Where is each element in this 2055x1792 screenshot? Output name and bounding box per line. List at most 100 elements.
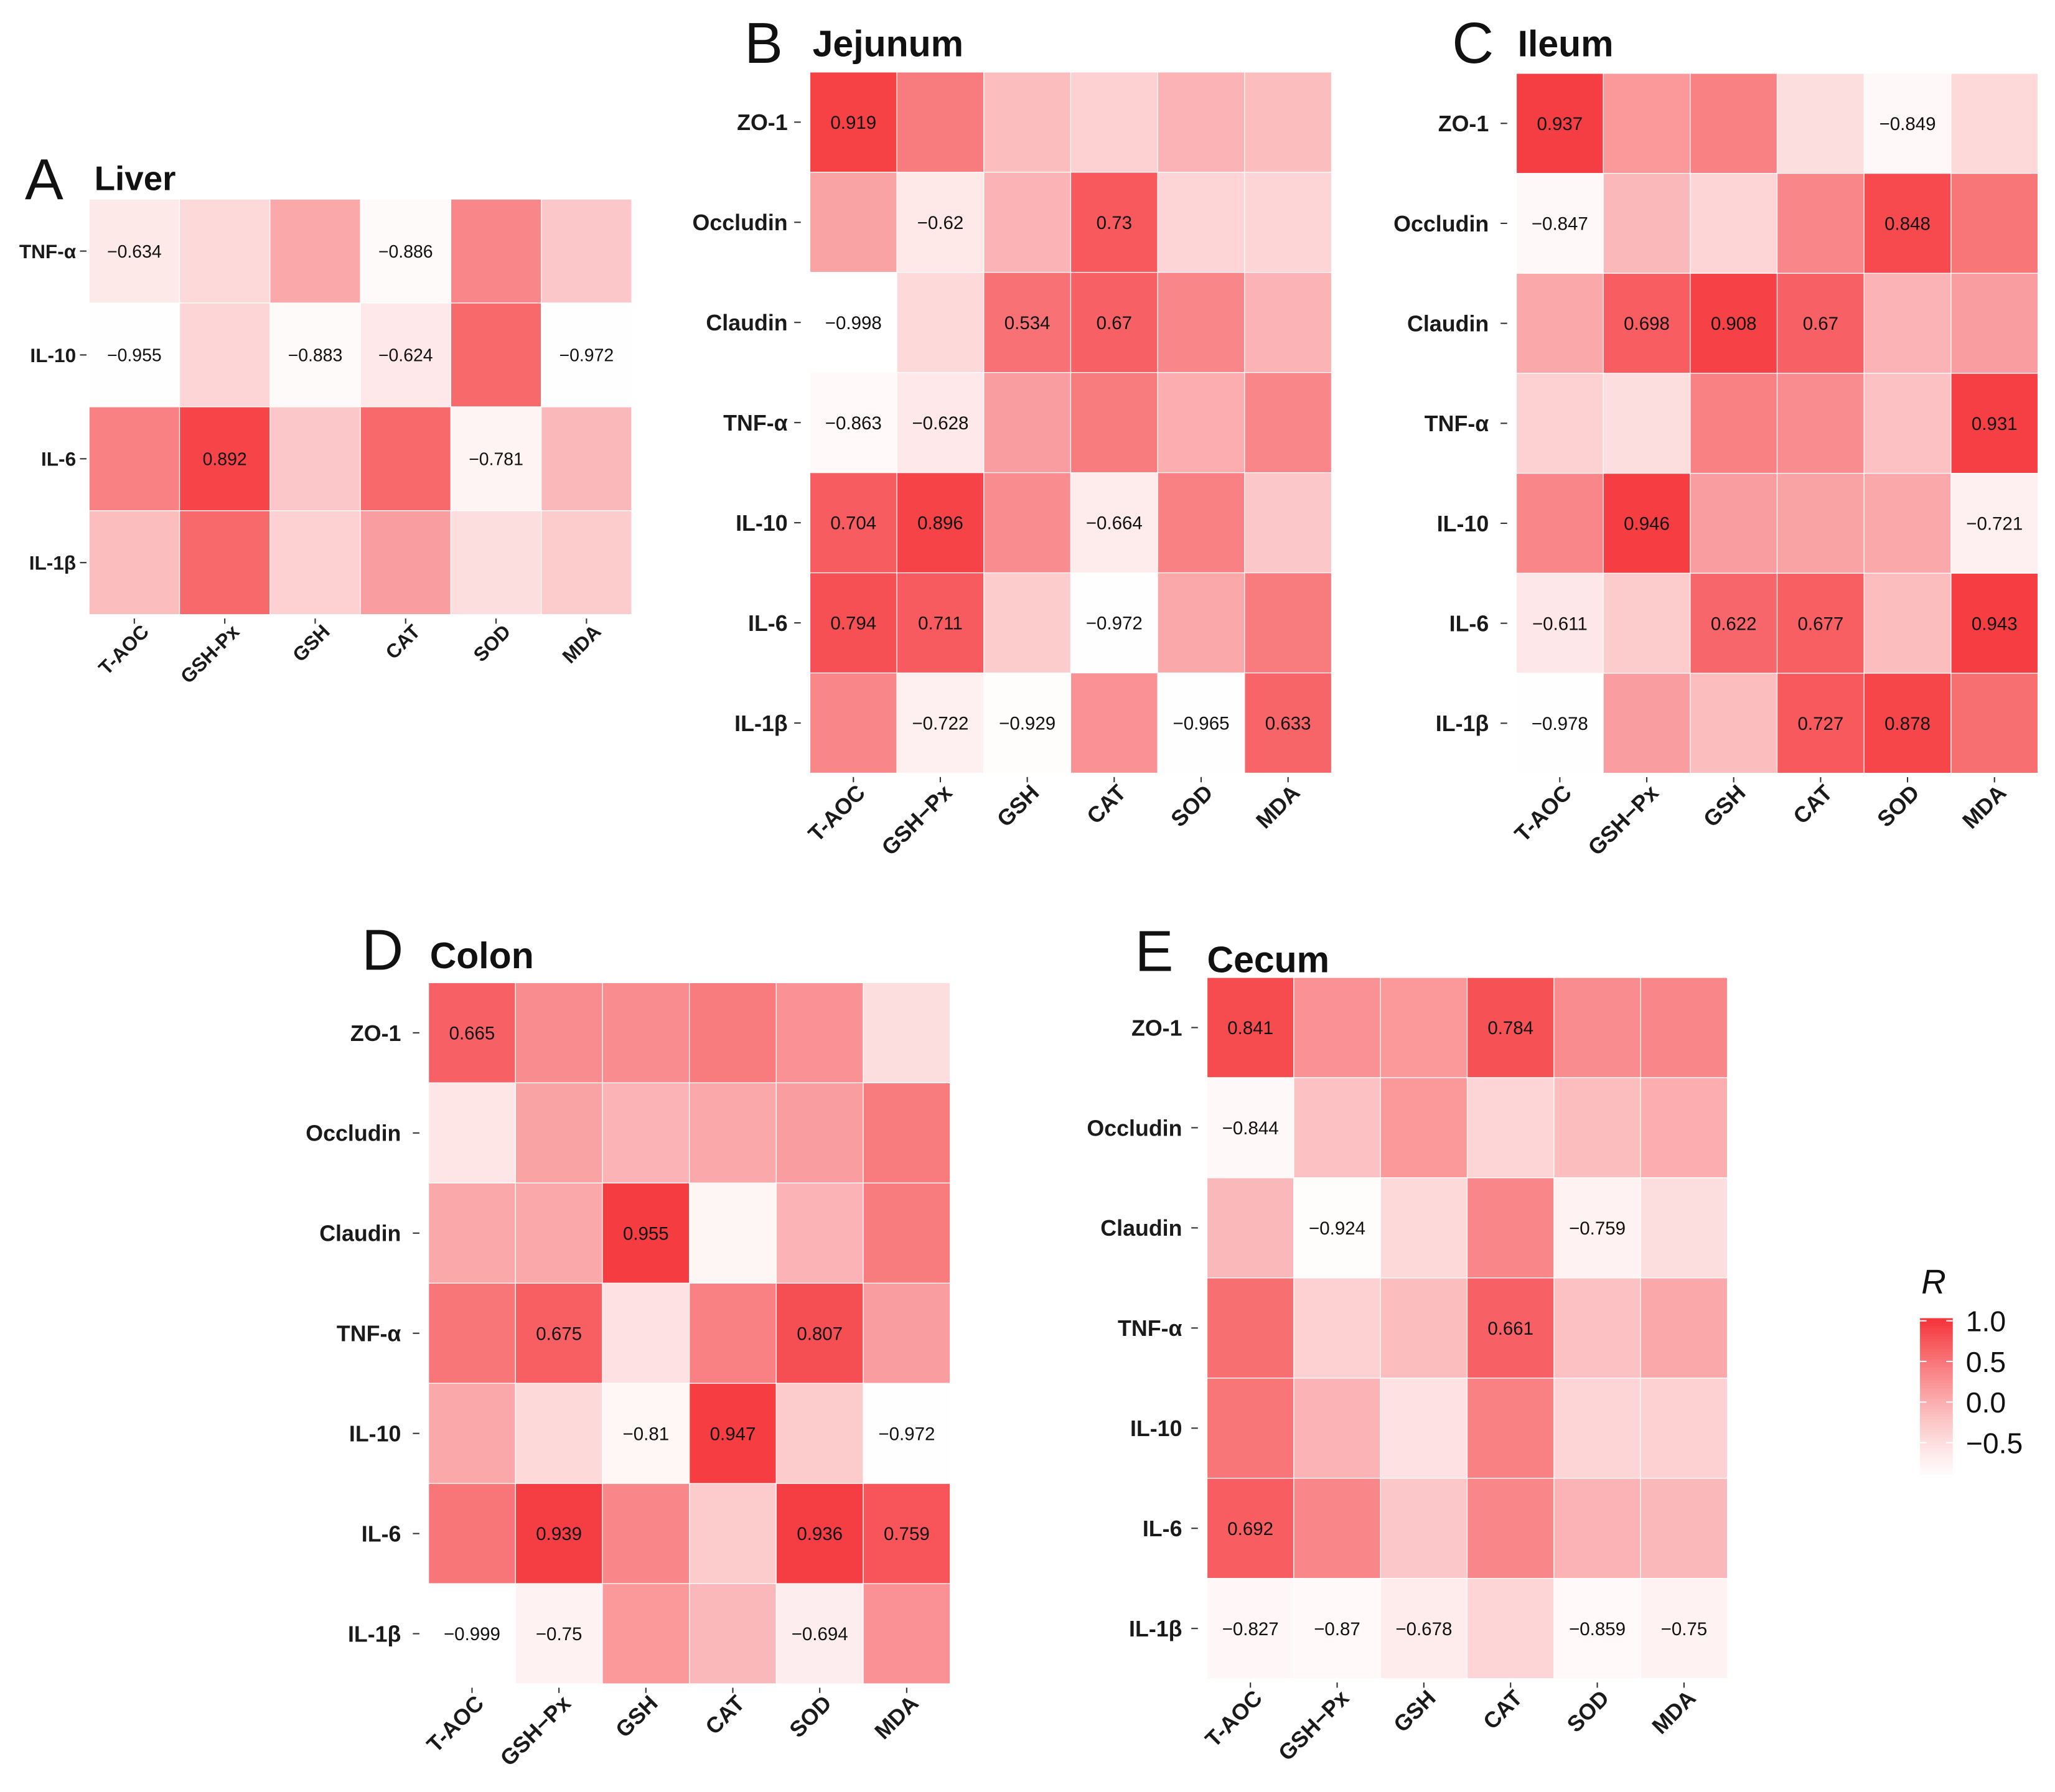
cell-value-label: 0.955 — [623, 1223, 669, 1244]
cell-value-label: −0.972 — [559, 346, 614, 366]
heatmap-cell — [515, 982, 603, 1083]
cell-value-label: −0.678 — [1395, 1619, 1452, 1640]
row-label: TNF-α — [337, 1322, 401, 1346]
legend-tick-label: 0.0 — [1966, 1386, 2006, 1419]
legend-tick-label: 1.0 — [1966, 1305, 2006, 1338]
panel-letter: E — [1135, 918, 1174, 983]
heatmap-cell — [1603, 572, 1691, 674]
heatmap-cell — [450, 198, 542, 304]
heatmap-cell — [983, 672, 1072, 774]
heatmap-cell — [1603, 673, 1691, 774]
cell-value-label: −0.999 — [444, 1624, 500, 1645]
legend-colorbar-strip — [1920, 1458, 1953, 1462]
row-label: IL-6 — [362, 1522, 401, 1547]
row-label: Occludin — [1393, 212, 1489, 236]
cell-value-label: 0.73 — [1097, 213, 1132, 233]
heatmap-cell — [269, 510, 361, 615]
column-label: MDA — [1958, 780, 2011, 834]
cell-value-label: 0.794 — [830, 614, 876, 634]
heatmap-cell — [450, 302, 542, 408]
legend-colorbar-strip — [1920, 1378, 1953, 1381]
panel-title: Colon — [430, 936, 534, 976]
legend-colorbar-strip — [1920, 1409, 1953, 1412]
row-label: IL-6 — [1449, 612, 1489, 637]
heatmap-cell — [428, 1383, 516, 1484]
legend-colorbar-strip — [1920, 1417, 1953, 1421]
heatmap-cell — [1515, 673, 1604, 774]
heatmap-cell — [602, 982, 690, 1083]
heatmap-cell — [1515, 273, 1604, 374]
heatmap-cell — [1466, 1378, 1555, 1479]
heatmap-cell — [983, 572, 1072, 674]
heatmap-cell — [1863, 673, 1952, 774]
heatmap-cell — [602, 1483, 690, 1584]
heatmap-cell — [1863, 273, 1952, 374]
column-label: GSH−Px — [1273, 1686, 1354, 1766]
heatmap-cell — [1466, 1177, 1555, 1279]
row-label: TNF-α — [19, 240, 77, 263]
cell-value-label: −0.965 — [1173, 714, 1230, 734]
cell-value-label: −0.844 — [1222, 1118, 1279, 1139]
heatmap-cell — [1070, 572, 1158, 674]
heatmap-cell — [602, 1583, 690, 1684]
heatmap-cell — [1776, 673, 1865, 774]
heatmap-cell — [1157, 372, 1245, 474]
heatmap-cell — [896, 672, 985, 774]
heatmap-cell — [88, 302, 180, 408]
heatmap-cell — [1690, 673, 1778, 774]
heatmap-cell — [1244, 272, 1332, 373]
heatmap-cell — [689, 1583, 777, 1684]
legend-colorbar-strip — [1920, 1466, 1953, 1470]
cell-value-label: −0.955 — [107, 346, 162, 366]
column-label: T-AOC — [803, 780, 870, 847]
cell-value-label: −0.624 — [378, 346, 433, 366]
heatmap-cell — [360, 510, 452, 615]
legend-colorbar-strip — [1920, 1414, 1953, 1418]
cell-value-label: −0.972 — [1086, 614, 1143, 634]
cell-value-label: −0.978 — [1532, 714, 1588, 734]
legend-colorbar-strip — [1920, 1471, 1953, 1475]
column-label: SOD — [1873, 780, 1924, 832]
row-label: IL-10 — [349, 1422, 401, 1447]
heatmap-cell — [1950, 473, 2039, 574]
heatmap-cell — [983, 72, 1072, 173]
row-label: ZO-1 — [1438, 111, 1489, 136]
heatmap-cell — [1690, 73, 1778, 174]
legend-colorbar-strip — [1920, 1430, 1953, 1434]
heatmap-cell — [775, 982, 864, 1083]
heatmap-cell — [1293, 1277, 1381, 1379]
row-label: IL-1β — [1436, 711, 1489, 736]
legend-colorbar-strip — [1920, 1383, 1953, 1386]
legend-title: R — [1921, 1262, 1946, 1300]
cell-value-label: 0.896 — [917, 513, 963, 534]
heatmap-cell — [1070, 372, 1158, 474]
cell-value-label: 0.848 — [1884, 214, 1931, 235]
heatmap-cell — [88, 406, 180, 511]
cell-value-label: 0.633 — [1265, 714, 1311, 734]
heatmap-cell — [1244, 672, 1332, 774]
heatmap-cell — [1515, 572, 1604, 674]
row-label: IL-10 — [1437, 511, 1489, 536]
heatmap-cell — [1244, 372, 1332, 474]
cell-value-label: 0.939 — [536, 1524, 582, 1544]
heatmap-cell — [1863, 473, 1952, 574]
color-legend: R 1.0 0.5 0.0 −0.5 — [1920, 1262, 2023, 1475]
column-label: T-AOC — [1201, 1686, 1267, 1752]
row-label: IL-1β — [29, 552, 76, 574]
heatmap-cell — [1206, 1478, 1294, 1579]
heatmap-cell — [775, 1082, 864, 1183]
cell-value-label: 0.943 — [1972, 614, 2018, 634]
heatmap-cell — [602, 1182, 690, 1284]
heatmap-cell — [1157, 72, 1245, 173]
cell-value-label: 0.892 — [203, 450, 247, 470]
legend-tick-label: −0.5 — [1966, 1427, 2023, 1459]
column-label: GSH−Px — [495, 1691, 576, 1771]
legend-colorbar-strip — [1920, 1370, 1953, 1374]
row-label: IL-6 — [1143, 1516, 1182, 1541]
row-label: Claudin — [706, 310, 787, 335]
legend-colorbar-strip — [1920, 1344, 1953, 1348]
heatmap-cell — [863, 1383, 951, 1484]
cell-value-label: 0.807 — [797, 1323, 843, 1344]
row-label: IL-1β — [734, 711, 787, 736]
